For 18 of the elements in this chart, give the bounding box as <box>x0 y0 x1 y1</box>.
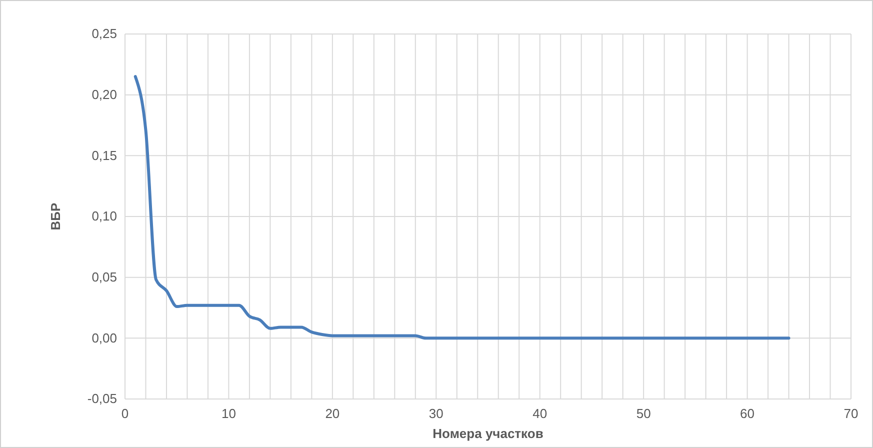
y-tick-label: 0,15 <box>92 148 117 163</box>
x-axis-title: Номера участков <box>432 426 544 441</box>
y-tick-label: 0,20 <box>92 86 117 102</box>
y-tick-label: 0,05 <box>92 269 117 284</box>
x-tick-label: 70 <box>844 406 858 422</box>
x-tick-label: 60 <box>740 406 755 422</box>
y-tick-label: 0,00 <box>92 330 117 346</box>
y-axis-title: ВБР <box>48 202 63 230</box>
x-tick-label: 20 <box>325 406 340 422</box>
y-tick-label: 0,25 <box>92 26 117 42</box>
x-tick-label: 40 <box>532 406 548 422</box>
x-tick-label: 50 <box>636 406 651 422</box>
y-tick-label: 0,10 <box>92 208 117 224</box>
x-tick-label: 30 <box>428 406 444 422</box>
x-tick-label: 10 <box>221 406 236 422</box>
y-tick-label: -0,05 <box>87 391 117 406</box>
x-tick-label: 0 <box>121 406 129 422</box>
line-series <box>134 75 790 340</box>
